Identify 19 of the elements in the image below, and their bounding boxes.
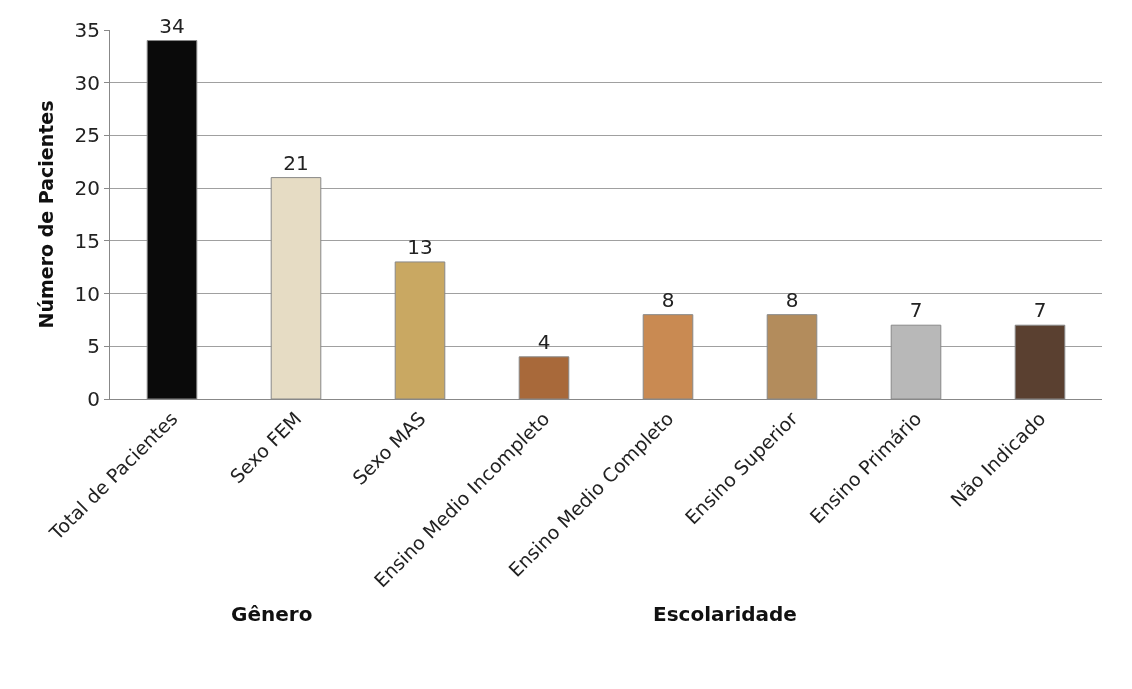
data-label: 21 [283,150,309,175]
y-tick-label: 0 [87,387,100,411]
data-label: 4 [537,329,551,354]
y-axis-title: Número de Pacientes [35,100,58,329]
y-tick-label: 25 [74,123,100,148]
y-tick-label: 15 [74,228,100,253]
y-tick-label: 30 [74,70,100,95]
y-tick-label: 5 [87,334,100,359]
data-label: 13 [407,234,433,259]
data-label: 8 [661,287,675,312]
y-tick-label: 10 [74,281,100,306]
data-label: 7 [909,298,923,323]
data-label: 34 [159,13,185,38]
text: Gênero [231,602,313,626]
text: Escolaridade [653,602,797,626]
y-tick-label: 35 [74,18,100,42]
y-tick-label: 20 [74,176,100,201]
data-label: 7 [1033,298,1047,323]
data-label: 8 [785,287,799,312]
